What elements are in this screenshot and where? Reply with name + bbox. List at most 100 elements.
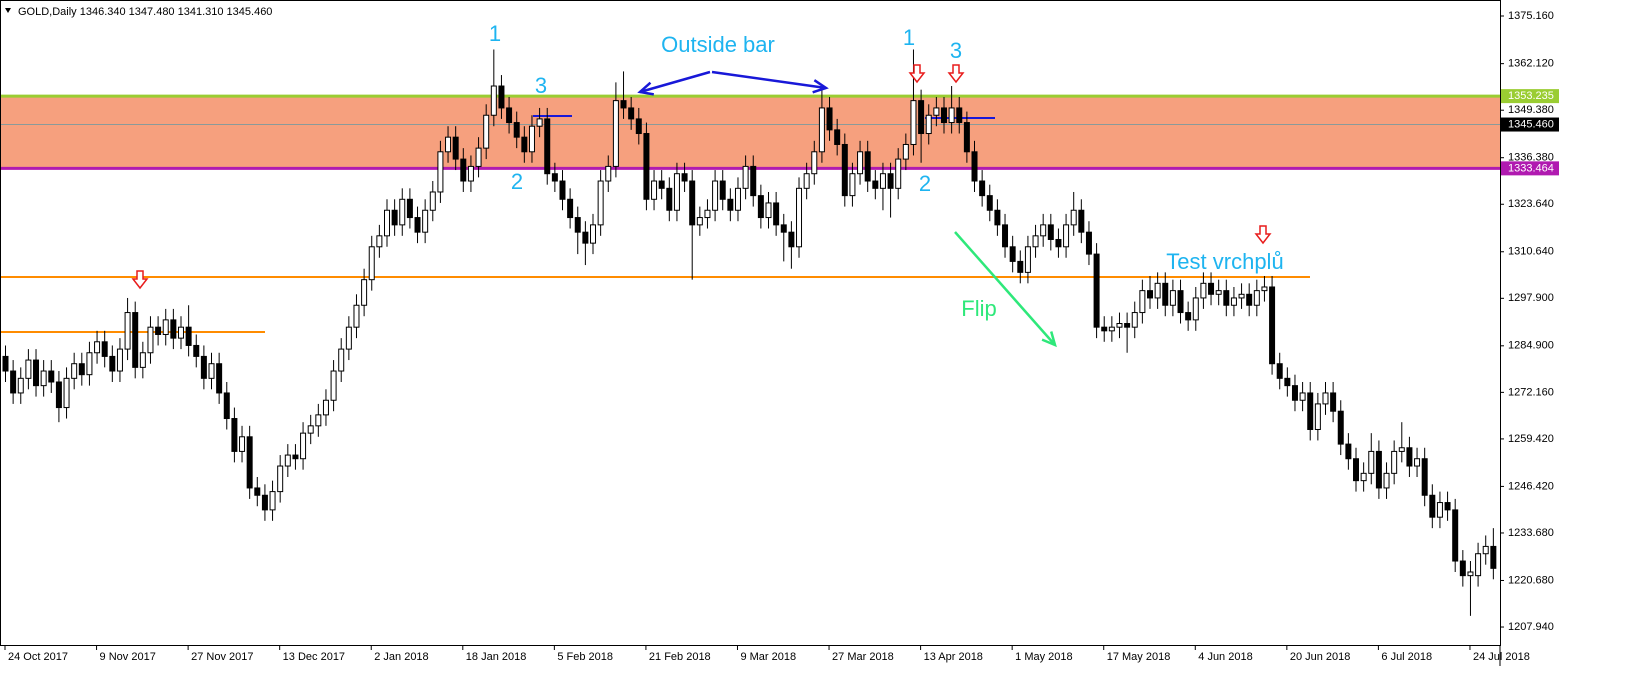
x-tick-label: 20 Jun 2018 (1290, 651, 1351, 663)
y-tick-label: 1284.900 (1508, 340, 1554, 352)
candle-body (1337, 410, 1344, 445)
candle-body (246, 436, 253, 489)
candle-body (139, 352, 146, 368)
candle-body (1421, 458, 1428, 496)
candle-body (78, 363, 85, 376)
candle-body (948, 107, 955, 124)
candle-body (849, 173, 856, 197)
candle-body (528, 125, 535, 153)
x-tick-label: 9 Nov 2017 (100, 651, 156, 663)
arrow-head (1041, 331, 1057, 348)
x-tick-label: 13 Apr 2018 (924, 651, 983, 663)
annotation: 2 (919, 171, 931, 196)
candle-body (399, 198, 406, 226)
down-arrow (1254, 225, 1272, 245)
candle-body (887, 173, 894, 189)
candle-body (231, 418, 238, 452)
candle-body (1330, 392, 1337, 412)
candle-body (1223, 290, 1230, 306)
candle-body (521, 136, 528, 153)
candle-body (757, 195, 764, 219)
candle-body (1444, 502, 1451, 511)
candle-body (25, 359, 32, 379)
candle-body (1093, 253, 1100, 328)
candle-body (1230, 297, 1237, 306)
candle-body (1406, 447, 1413, 467)
candle-body (361, 279, 368, 306)
candle-body (712, 180, 719, 211)
candle-body (597, 180, 604, 226)
candle-body (567, 198, 574, 219)
candle-body (1368, 450, 1375, 474)
candle-body (857, 151, 864, 175)
down-arrow (131, 270, 149, 290)
level-tag-label: 1345.460 (1508, 118, 1554, 130)
x-tick-label: 24 Oct 2017 (8, 651, 68, 663)
candle-body (384, 209, 390, 237)
y-tick-label: 1336.380 (1508, 152, 1554, 164)
candle-body (475, 147, 482, 167)
candle-body (1215, 290, 1222, 295)
candle-body (1177, 290, 1184, 314)
y-tick-label: 1207.940 (1508, 621, 1554, 633)
y-tick-label: 1323.640 (1508, 198, 1554, 210)
arrow-head (637, 81, 655, 96)
candle-body (1322, 392, 1329, 405)
y-tick-label: 1349.380 (1508, 104, 1554, 116)
candle-body (330, 370, 337, 401)
candle-body (818, 107, 825, 153)
y-tick-label: 1362.120 (1508, 58, 1554, 70)
candle-body (40, 370, 47, 387)
chart-title: GOLD,Daily 1346.340 1347.480 1341.310 13… (18, 6, 272, 18)
candle-body (490, 85, 497, 116)
candle-body (71, 363, 78, 379)
down-arrow (908, 64, 926, 84)
y-tick-label: 1233.680 (1508, 527, 1554, 539)
candle-body (1253, 290, 1260, 306)
candle-body (414, 217, 421, 233)
candle-body (750, 165, 757, 197)
annotation: 3 (950, 38, 962, 63)
y-tick-label: 1297.900 (1508, 292, 1554, 304)
candle-body (292, 454, 299, 460)
candle-body (879, 173, 886, 189)
annotation: Test vrchplů (1166, 249, 1283, 274)
candle-body (544, 118, 551, 175)
x-tick-label: 2 Jan 2018 (374, 651, 428, 663)
candle-body (277, 465, 284, 493)
candle-body (338, 348, 345, 372)
candle-body (437, 151, 444, 193)
candle-body (719, 180, 726, 200)
candle-body (1040, 224, 1047, 237)
x-tick-label: 1 May 2018 (1015, 651, 1072, 663)
candle-body (933, 107, 940, 116)
candle-body (1475, 553, 1482, 577)
candle-body (155, 326, 162, 335)
candle-body (956, 107, 963, 124)
candle-body (704, 209, 711, 219)
candle-body (1291, 385, 1298, 401)
y-tick-label: 1310.640 (1508, 246, 1554, 258)
candle-body (612, 100, 619, 167)
candle-body (177, 326, 184, 339)
candle-body (86, 352, 93, 376)
candle-body (1024, 246, 1031, 273)
candle-body (651, 180, 658, 200)
y-tick-label: 1259.420 (1508, 433, 1554, 445)
candle-body (1002, 224, 1009, 248)
candle-body (17, 377, 24, 394)
arrow (711, 70, 827, 90)
candle-body (498, 85, 505, 109)
candle-body (185, 326, 192, 346)
candle-body (1414, 458, 1421, 467)
candle-body (284, 454, 291, 467)
x-tick-label: 24 Jul 2018 (1473, 651, 1530, 663)
candle-body (574, 217, 581, 233)
candle-body (1246, 293, 1253, 306)
candle-body (979, 180, 986, 197)
candle-body (1375, 450, 1382, 489)
candle-body (345, 326, 352, 350)
x-tick-label: 6 Jul 2018 (1381, 651, 1432, 663)
annotation: 2 (511, 169, 523, 194)
